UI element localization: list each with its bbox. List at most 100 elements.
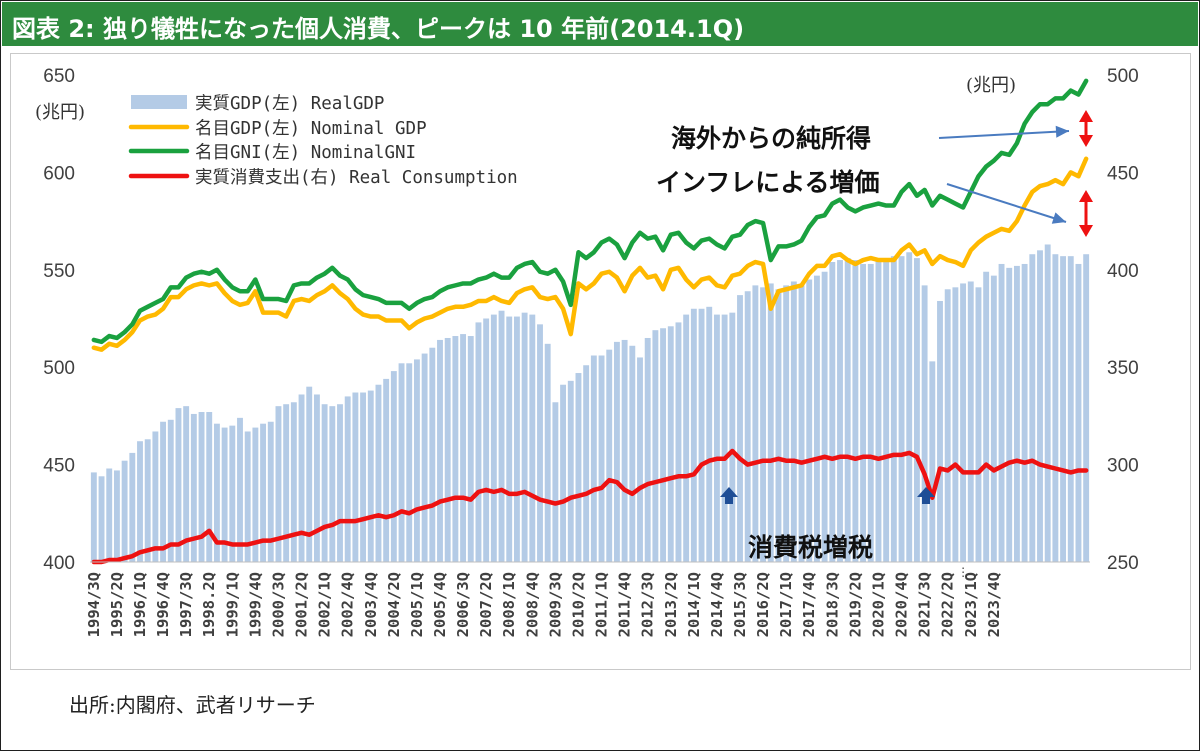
bar-real-gdp [906, 252, 913, 562]
x-tick-label: 2006/3Q [454, 572, 472, 637]
bar-real-gdp [798, 285, 805, 562]
bar-real-gdp [967, 281, 974, 562]
x-tick-label: 2003/4Q [362, 572, 380, 637]
bar-real-gdp [829, 262, 836, 562]
bar-real-gdp [329, 406, 336, 562]
bar-real-gdp [690, 308, 697, 562]
x-tick-label: 2017/4Q [800, 572, 818, 637]
bar-real-gdp [721, 314, 728, 562]
bar-real-gdp [852, 260, 859, 562]
bar-real-gdp [937, 300, 943, 562]
x-tick-label: 2016/2Q [754, 572, 772, 637]
line-nominal-gni [91, 78, 1089, 345]
x-tick-label: 1998.2Q [200, 572, 218, 637]
pointer-arrow-net-income-head [1055, 125, 1069, 138]
double-arrow-icon-inflation-bottom [1079, 225, 1093, 237]
y-tick-left: 400 [43, 553, 75, 574]
bar-real-gdp [206, 412, 213, 562]
bar-real-gdp [1021, 263, 1028, 562]
x-tick-label: 2021/3Q [916, 572, 934, 637]
x-tick-label: 2001/2Q [293, 572, 311, 637]
bar-real-gdp [360, 392, 367, 562]
bar-real-gdp [452, 336, 459, 562]
bar-real-gdp [583, 365, 590, 562]
bar-real-gdp [960, 283, 967, 562]
bar-real-gdp [660, 328, 667, 562]
bar-real-gdp [213, 423, 220, 562]
bar-real-gdp [152, 431, 159, 562]
bar-real-gdp [1006, 267, 1013, 562]
annotation-tax: 消費税増税 [748, 533, 873, 562]
bar-real-gdp [529, 314, 536, 562]
x-tick-label: 2019/2Q [846, 572, 864, 637]
bar-real-gdp [883, 258, 890, 562]
bar-real-gdp [313, 394, 320, 562]
bar-real-gdp [106, 468, 113, 562]
pointer-arrow-inflation [946, 183, 1067, 223]
x-tick-label: 2005/1Q [408, 572, 426, 637]
bar-real-gdp [1075, 263, 1082, 562]
y-tick-left: 500 [43, 358, 75, 379]
bar-real-gdp [667, 326, 674, 562]
bar-real-gdp [1029, 254, 1036, 562]
bar-real-gdp [767, 283, 774, 562]
x-tick-label: 2000/3Q [269, 572, 287, 637]
bar-real-gdp [929, 361, 936, 562]
x-tick-label: 2023/4Q [985, 572, 1003, 637]
bar-real-gdp [775, 289, 782, 562]
bar-real-gdp [1060, 256, 1067, 562]
bar-real-gdp [306, 386, 313, 562]
line-real-consumption [91, 448, 1089, 565]
x-tick-label: 1994/3Q [85, 572, 103, 637]
x-tick-label: 2013/2Q [662, 572, 680, 637]
bar-real-gdp [790, 281, 797, 562]
bar-real-gdp [375, 384, 382, 562]
y-tick-right: 350 [1107, 358, 1139, 379]
bar-real-gdp [175, 408, 182, 562]
bar-real-gdp [275, 406, 282, 562]
y-tick-right: 250 [1107, 553, 1139, 574]
bar-real-gdp [290, 402, 297, 562]
pointer-arrow-net-income [938, 130, 1070, 139]
bar-real-gdp [160, 421, 167, 562]
bar-real-gdp [421, 353, 428, 562]
bar-real-gdp [552, 402, 559, 562]
bar-real-gdp [490, 314, 497, 562]
x-tick-label: 2020/1Q [869, 572, 887, 637]
x-tick-label: 1995/2Q [108, 572, 126, 637]
x-tick-label: 2012/3Q [639, 572, 657, 637]
x-tick-label: 2009/3Q [546, 572, 564, 637]
left-axis-unit: (兆円) [35, 102, 85, 123]
up-arrow-icon-2019 [917, 487, 935, 504]
y-tick-right: 400 [1107, 261, 1139, 282]
chart-svg: 400 450 500 550 600 650 250 300 350 400 450 500 (兆円)… [35, 66, 1139, 637]
legend-label: 名目GDP(左) Nominal GDP [195, 119, 427, 139]
bar-real-gdp [221, 427, 228, 562]
bar-real-gdp [598, 355, 605, 562]
bar-real-gdp [590, 355, 597, 562]
y-tick-right: 300 [1107, 456, 1139, 477]
bar-real-gdp [183, 406, 190, 562]
x-tick-label: 2008/1Q [500, 572, 518, 637]
bar-real-gdp [544, 343, 551, 562]
bar-real-gdp [167, 419, 174, 562]
bar-real-gdp [513, 316, 520, 562]
bar-real-gdp [875, 258, 882, 562]
bar-real-gdp [344, 396, 351, 562]
bar-real-gdp [637, 357, 643, 562]
x-tick-label: 1996/4Q [154, 572, 172, 637]
x-tick-label: 2011/4Q [616, 572, 634, 637]
bar-real-gdp [713, 314, 720, 562]
x-tick-label: 2005/4Q [431, 572, 449, 637]
bar-real-gdp [867, 263, 874, 562]
x-tick-label: 2017/1Q [777, 572, 795, 637]
bar-real-gdp [190, 413, 197, 562]
bar-real-gdp [506, 316, 513, 562]
bar-real-gdp [706, 306, 713, 562]
bar-real-gdp [283, 404, 290, 562]
bar-real-gdp [437, 339, 443, 562]
bar-real-gdp [737, 295, 743, 562]
bar-real-gdp [460, 334, 467, 562]
x-tick-label: 2022/2Q [939, 572, 957, 637]
x-tick-label: 2002/1Q [316, 572, 334, 637]
